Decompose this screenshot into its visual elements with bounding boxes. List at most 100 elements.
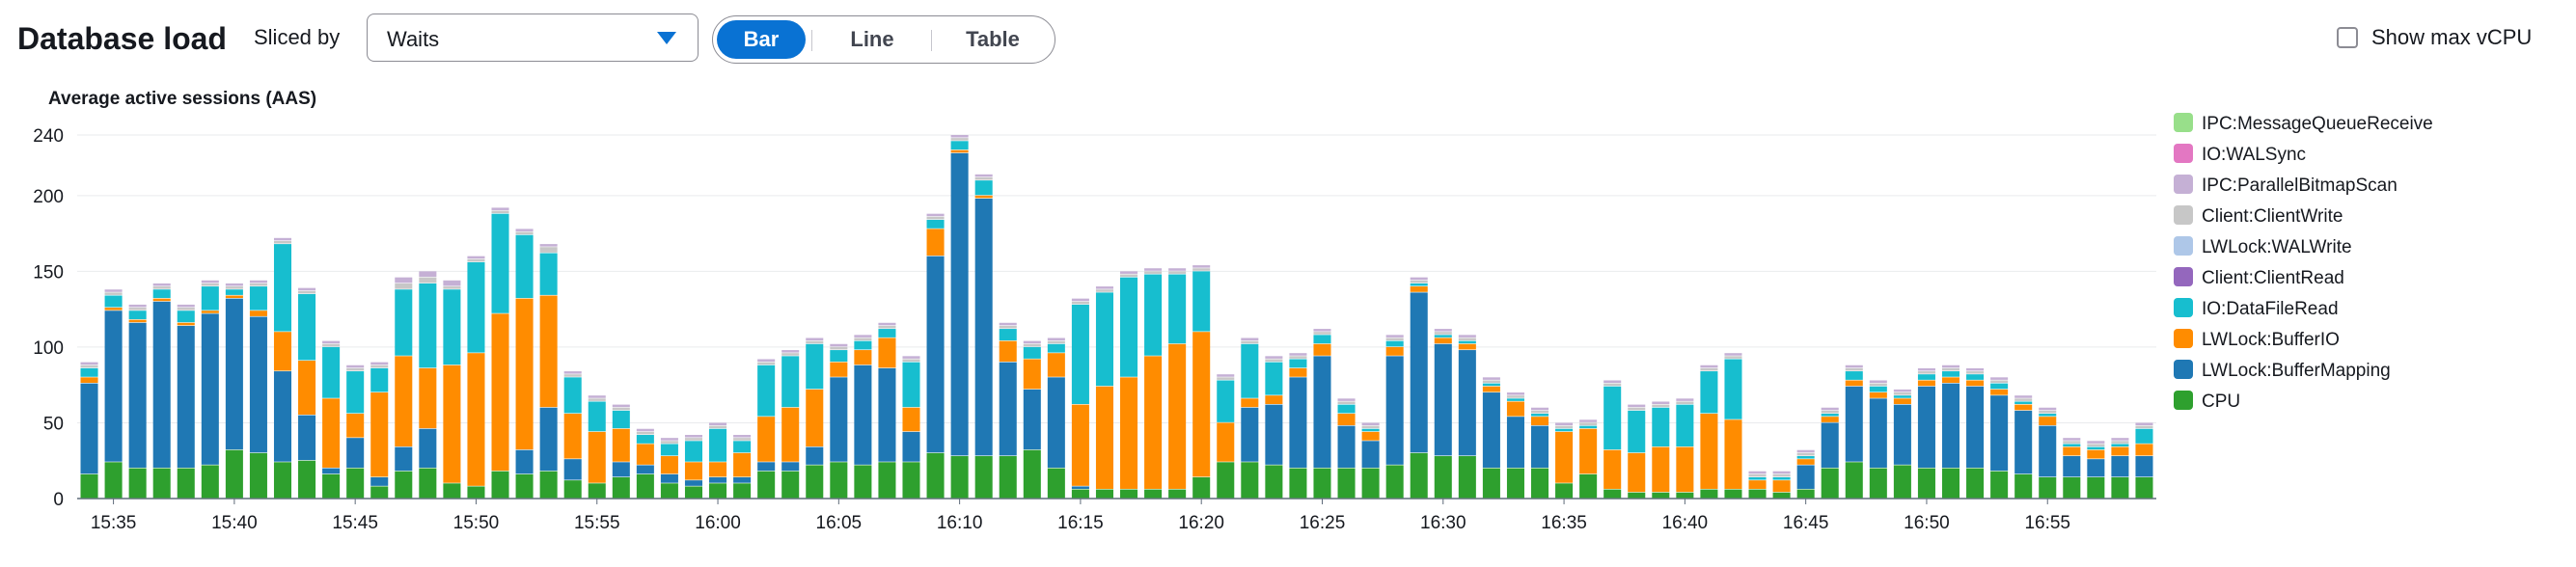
legend-item[interactable]: CPU [2174, 391, 2240, 412]
bar-segment [443, 483, 461, 499]
bar-segment [249, 286, 267, 310]
bar-segment [201, 280, 219, 284]
show-max-vcpu-checkbox[interactable] [2337, 27, 2358, 48]
bar-segment [177, 468, 195, 499]
bar-segment [443, 364, 461, 483]
bar-segment [2014, 401, 2033, 405]
bar-segment [1241, 338, 1259, 341]
bar-segment [201, 283, 219, 286]
bar-segment [1700, 364, 1718, 368]
segment-divider [931, 30, 932, 51]
legend-item[interactable]: LWLock:WALWrite [2174, 236, 2352, 257]
tab-table[interactable]: Table [966, 27, 1020, 51]
bar-segment [1579, 473, 1598, 499]
bar-segment [757, 364, 776, 417]
bar-segment [660, 473, 678, 483]
bar-segment [588, 483, 606, 499]
bar-segment [1144, 271, 1163, 274]
bar-segment [1628, 404, 1646, 408]
tab-bar[interactable]: Bar [717, 20, 806, 59]
x-tick-label: 16:15 [1057, 513, 1104, 533]
bar-segment [950, 149, 969, 153]
bar-segment [950, 138, 969, 141]
y-tick-label: 150 [33, 262, 64, 283]
bar-segment [1506, 392, 1524, 395]
legend-item[interactable]: LWLock:BufferIO [2174, 329, 2340, 350]
bar-segment [1410, 452, 1428, 499]
bar-segment [1410, 292, 1428, 453]
bar-segment [999, 325, 1017, 329]
bar-segment [2063, 446, 2081, 456]
bar-segment [1120, 377, 1138, 489]
bar-segment [443, 280, 461, 286]
legend-item[interactable]: Client:ClientWrite [2174, 205, 2343, 227]
bar-segment [1821, 417, 1839, 422]
bar-segment [80, 383, 98, 474]
bar-segment [298, 290, 316, 294]
legend-item[interactable]: IPC:ParallelBitmapScan [2174, 175, 2398, 196]
bar-segment [1869, 398, 1887, 468]
bar-segment [2063, 456, 2081, 477]
bar-segment [225, 298, 243, 450]
bar-segment [249, 283, 267, 286]
bar-segment [1893, 392, 1911, 395]
bar-segment [298, 460, 316, 499]
bar-segment [346, 371, 365, 414]
bar-segment [1482, 380, 1500, 384]
bar-segment [225, 295, 243, 299]
bar-segment [152, 289, 171, 299]
bar-segment [902, 359, 920, 363]
bar-segment [2087, 444, 2105, 446]
legend-item[interactable]: IO:WALSync [2174, 144, 2306, 165]
bar-segment [1458, 350, 1476, 456]
bar-segment [974, 456, 993, 499]
legend-item[interactable]: Client:ClientRead [2174, 267, 2344, 288]
bar-segment [757, 471, 776, 499]
x-tick-label: 16:30 [1420, 513, 1466, 533]
bar-segment [878, 322, 896, 326]
bar-segment [999, 329, 1017, 341]
bar-segment [1917, 468, 1935, 499]
bar-segment [2111, 438, 2129, 441]
bar-segment [201, 313, 219, 465]
bar-segment [177, 322, 195, 326]
legend-label: Client:ClientRead [2202, 268, 2344, 288]
legend-item[interactable]: IPC:MessageQueueReceive [2174, 113, 2433, 134]
sliced-by-select[interactable]: Waits [367, 14, 699, 62]
bar-segment [1990, 395, 2009, 472]
x-tick-label: 16:05 [816, 513, 863, 533]
y-tick-label: 240 [33, 126, 64, 147]
bar-segment [1023, 389, 1041, 450]
tab-line[interactable]: Line [850, 27, 894, 51]
legend-item[interactable]: LWLock:BufferMapping [2174, 360, 2391, 381]
bar-segment [370, 367, 389, 392]
bar-segment [1845, 462, 1863, 499]
bar-segment [1603, 489, 1622, 499]
bar-segment [395, 471, 413, 499]
legend-swatch [2174, 175, 2193, 194]
bar-segment [1724, 489, 1742, 499]
bar-segment [1821, 410, 1839, 414]
bar-segment [1410, 286, 1428, 292]
bar-segment [1023, 449, 1041, 499]
bar-segment [249, 452, 267, 499]
grid [77, 134, 2156, 500]
bar-segment [1410, 283, 1428, 286]
bar-segment [152, 298, 171, 302]
bar-segment [467, 353, 485, 486]
bar-segment [1071, 489, 1089, 499]
show-max-vcpu-toggle[interactable]: Show max vCPU [2337, 23, 2564, 54]
legend-item[interactable]: IO:DataFileRead [2174, 298, 2339, 319]
bar-segment [1772, 473, 1791, 477]
bar-segment [1603, 386, 1622, 450]
bar-segment [636, 428, 654, 432]
bar-segment [660, 483, 678, 499]
bar-segment [1531, 417, 1549, 426]
bar-segment [1603, 383, 1622, 387]
bar-segment [177, 304, 195, 308]
bar-segment [854, 338, 872, 341]
bar-segment [80, 362, 98, 365]
bar-segment [1748, 471, 1767, 474]
bar-segment [1652, 407, 1670, 446]
legend-label: Client:ClientWrite [2202, 206, 2343, 227]
